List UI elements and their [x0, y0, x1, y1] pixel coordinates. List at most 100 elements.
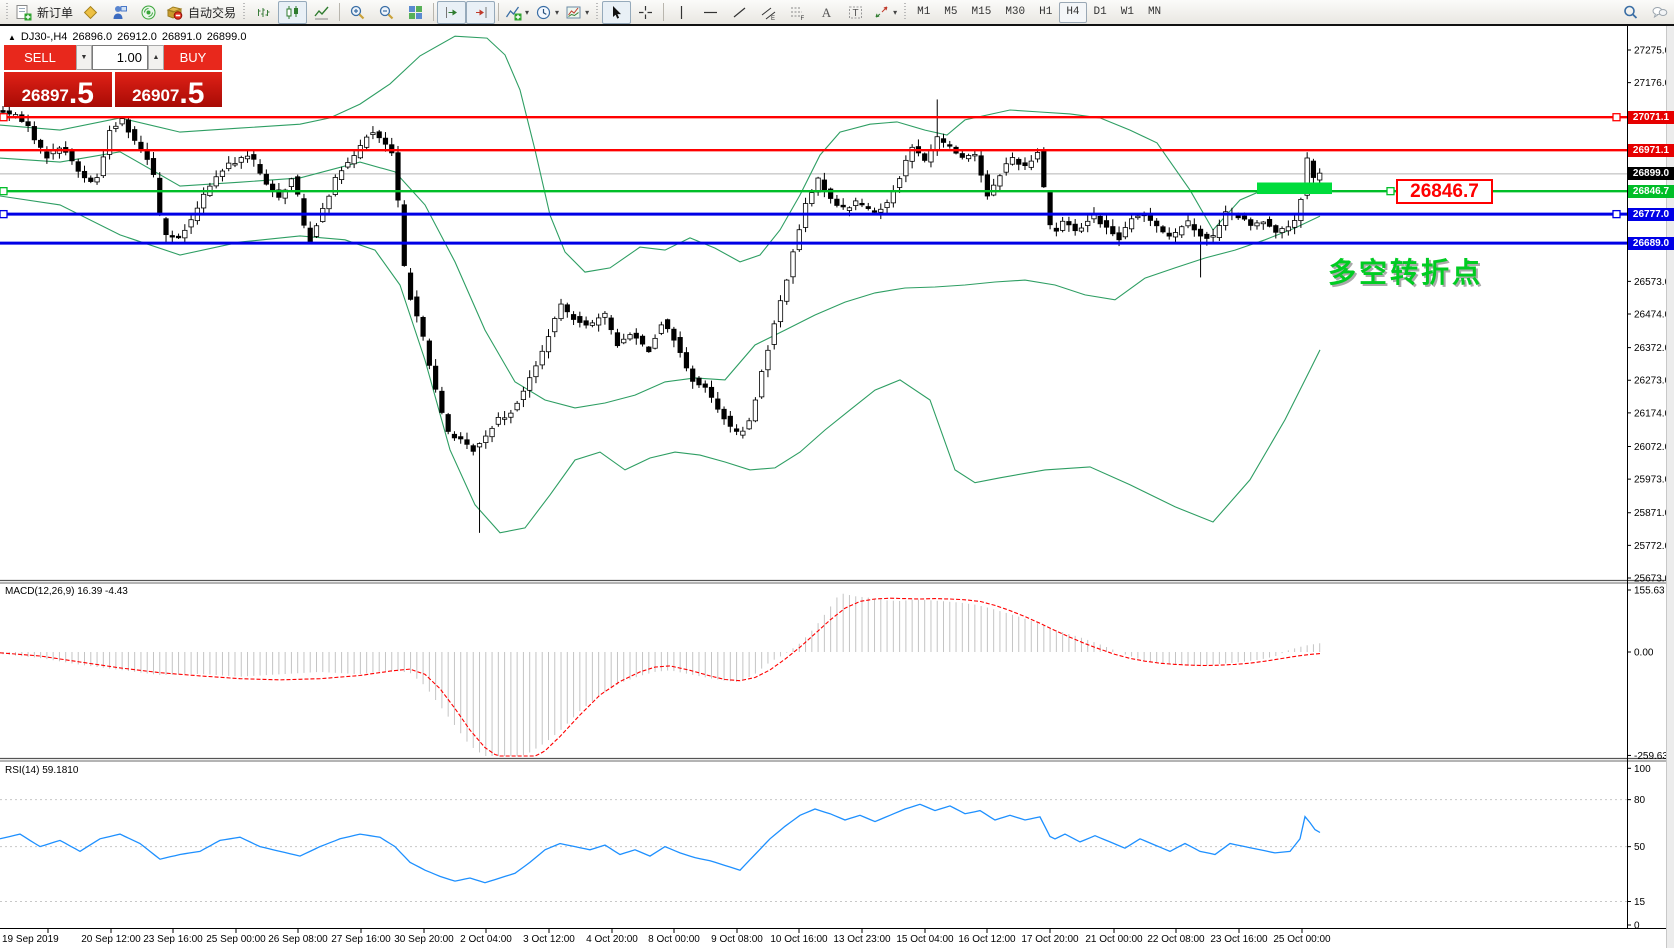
trendline-button[interactable]: [725, 1, 754, 24]
bid-price-box[interactable]: 26897 .5: [4, 72, 112, 108]
toolbar-separator: [663, 3, 665, 21]
time-tick-label: 15 Oct 04:00: [896, 934, 954, 945]
dropdown-arrow-icon[interactable]: ▾: [585, 7, 590, 17]
auto-trading-button[interactable]: 自动交易: [163, 1, 239, 24]
new-order-icon: [16, 4, 32, 20]
candle-body: [270, 183, 276, 192]
timeframe-m15-button[interactable]: M15: [971, 6, 992, 18]
candle-body: [188, 219, 194, 228]
horizontal-line-button[interactable]: [696, 1, 725, 24]
toolbar-grip: [594, 3, 601, 21]
candle-body: [1066, 221, 1072, 226]
candle-body: [326, 195, 332, 210]
candle-body: [364, 136, 370, 148]
market-watch-button[interactable]: [105, 1, 134, 24]
auto-scroll-button[interactable]: [437, 0, 467, 24]
signals-button[interactable]: [134, 1, 163, 24]
time-tick-label: 9 Oct 08:00: [711, 934, 763, 945]
dropdown-arrow-icon[interactable]: ▾: [525, 7, 530, 17]
volume-decrease-button[interactable]: ▼: [76, 45, 92, 70]
price-level-tag[interactable]: 26846.7: [1396, 179, 1493, 204]
candle-body: [715, 398, 721, 410]
candle-body: [1053, 227, 1059, 232]
bar-chart-button[interactable]: [249, 1, 278, 24]
ask-price-box[interactable]: 26907 .5: [114, 72, 222, 108]
price-tick-label: 25871.0: [1634, 508, 1671, 519]
sell-button[interactable]: SELL: [4, 45, 76, 70]
zoom-out-button[interactable]: [372, 1, 401, 24]
auto-trading-button-label: 自动交易: [188, 5, 237, 20]
candle-body: [846, 207, 853, 211]
periods-button[interactable]: ▾: [532, 1, 562, 24]
candle-body: [771, 323, 777, 345]
templates-button[interactable]: ▾: [562, 1, 592, 24]
charts-button[interactable]: [76, 1, 105, 24]
text-button[interactable]: A: [812, 1, 841, 24]
candle-body: [834, 198, 840, 206]
candle-body: [614, 332, 621, 347]
line-handle: [0, 209, 8, 219]
fibonacci-button[interactable]: F: [783, 1, 812, 24]
timeframe-m1-button[interactable]: M1: [917, 6, 931, 18]
ask-main-digits: 26907: [132, 85, 180, 105]
candle-body: [897, 178, 903, 188]
candle-chart-button[interactable]: [278, 0, 308, 24]
candle-body: [132, 129, 138, 141]
turning-point-annotation[interactable]: 多空转折点: [1328, 257, 1484, 288]
candle-body: [871, 210, 878, 213]
timeframe-m5-button[interactable]: M5: [944, 6, 958, 18]
candle-body: [1003, 163, 1009, 173]
crosshair-button[interactable]: [631, 1, 660, 24]
chat-button[interactable]: [1645, 1, 1674, 24]
person-icon: [113, 5, 128, 19]
time-tick-label: 3 Oct 12:00: [523, 934, 575, 945]
line-price-box-26777.0: 26777.0: [1628, 207, 1674, 221]
window-edge: [1666, 26, 1674, 948]
timeframe-m30-button[interactable]: M30: [1005, 6, 1026, 18]
main-toolbar: 新订单 自动交易 ▾ ▾ ▾ E F A T ▾ M1 M5 M15 M30 H1 H4 D1 W1 MN: [0, 0, 1674, 24]
dropdown-arrow-icon[interactable]: ▾: [893, 7, 898, 17]
timeframe-w1-button[interactable]: W1: [1120, 6, 1134, 18]
new-order-button[interactable]: 新订单: [12, 1, 76, 24]
dropdown-arrow-icon[interactable]: ▾: [555, 7, 560, 17]
candles-icon: [286, 5, 299, 19]
candle-body: [426, 340, 432, 366]
candle-body: [683, 352, 690, 369]
candle-body: [1298, 198, 1304, 221]
candle-body: [733, 428, 740, 432]
tile-windows-button[interactable]: [401, 1, 430, 24]
timeframe-h1-button[interactable]: H1: [1039, 6, 1053, 18]
collapse-arrow-icon[interactable]: ▲: [8, 33, 16, 42]
indicators-button[interactable]: ▾: [502, 1, 532, 24]
candle-body: [821, 179, 827, 192]
candle-body: [514, 402, 520, 411]
zoom-in-button[interactable]: [343, 1, 372, 24]
time-tick-label: 26 Sep 08:00: [268, 934, 328, 945]
label-button[interactable]: T: [841, 1, 870, 24]
line-chart-button[interactable]: [307, 1, 336, 24]
timeframe-d1-button[interactable]: D1: [1093, 6, 1107, 18]
bars-icon: [258, 7, 270, 17]
candle-body: [1216, 225, 1222, 238]
channel-button[interactable]: E: [754, 1, 783, 24]
vertical-line-button[interactable]: [667, 1, 696, 24]
candle-body: [31, 126, 37, 141]
timeframe-mn-button[interactable]: MN: [1147, 6, 1162, 18]
volume-input[interactable]: 1.00: [92, 45, 148, 70]
chart-shift-button[interactable]: [466, 0, 496, 24]
candle-body: [903, 159, 909, 177]
candle-body: [671, 328, 677, 341]
arrows-button[interactable]: ▾: [870, 1, 900, 24]
timeframe-h4-button[interactable]: H4: [1059, 1, 1087, 23]
search-button[interactable]: [1616, 1, 1645, 24]
candle-body: [357, 145, 363, 159]
buy-button[interactable]: BUY: [164, 45, 222, 70]
volume-increase-button[interactable]: ▲: [148, 45, 164, 70]
candle-body: [276, 189, 282, 198]
cursor-button[interactable]: [602, 0, 632, 24]
price-tick-label: 25772.0: [1634, 541, 1671, 552]
candle-body: [1022, 162, 1028, 167]
time-tick-label: 20 Sep 12:00: [81, 934, 141, 945]
candle-body: [1060, 220, 1066, 231]
